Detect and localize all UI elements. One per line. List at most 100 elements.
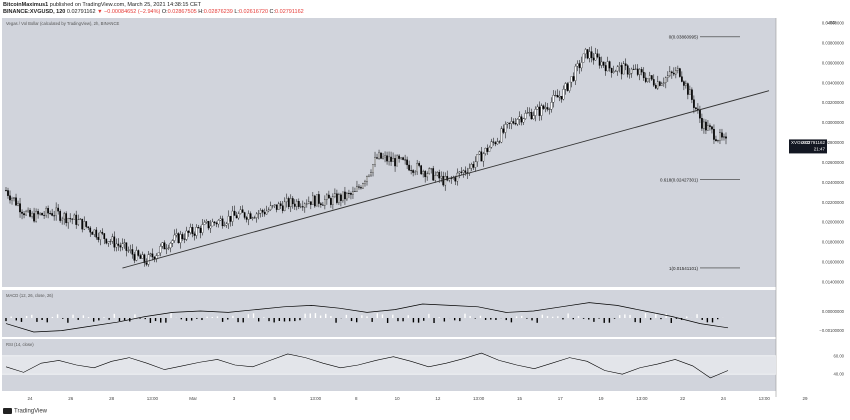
candle-body xyxy=(133,254,136,261)
candle-body xyxy=(418,163,420,166)
candle-body xyxy=(695,107,697,110)
candle-body xyxy=(664,77,667,83)
candle-body xyxy=(606,61,609,72)
x-tick-label: 5 xyxy=(273,396,276,401)
candle-body xyxy=(243,212,246,218)
candle-body xyxy=(165,248,168,250)
current-price-symbol: XVGUSD xyxy=(791,140,811,145)
candle-body xyxy=(384,155,386,158)
candle-body xyxy=(638,69,641,75)
candle-body xyxy=(127,250,130,252)
candle-body xyxy=(508,122,511,124)
candle-body xyxy=(141,254,144,259)
candle-body xyxy=(472,164,475,168)
candle-body xyxy=(468,168,471,174)
candle-body xyxy=(159,246,162,254)
candle-body xyxy=(314,195,316,207)
candle-body xyxy=(348,192,350,194)
y-tick-label: 0.02400000 xyxy=(822,180,845,185)
candle-body xyxy=(183,238,186,240)
candle-body xyxy=(580,62,583,69)
candle-body xyxy=(560,96,563,100)
y-tick-label: 0.01400000 xyxy=(822,280,845,285)
candle-body xyxy=(709,125,711,127)
y-tick-label: 0.03200000 xyxy=(822,100,845,105)
candle-body xyxy=(719,132,721,141)
candle-body xyxy=(582,53,585,63)
y-tick-label: 0.03000000 xyxy=(822,120,845,125)
open-value: 0.02867505 xyxy=(167,9,197,15)
candle-body xyxy=(386,155,388,162)
candle-body xyxy=(330,198,332,205)
candle-body xyxy=(510,121,513,124)
y-tick-label: 0.03400000 xyxy=(822,80,845,85)
candle-body xyxy=(356,186,358,192)
candle-body xyxy=(536,106,539,110)
candle-body xyxy=(31,213,33,217)
candle-body xyxy=(163,242,166,250)
candle-body xyxy=(289,198,292,208)
author-name[interactable]: BitcoinMaximus1 xyxy=(3,2,49,8)
rsi-tick-label: 60.00 xyxy=(834,353,845,358)
y-tick-label: 0.02200000 xyxy=(822,200,845,205)
current-price-value: 0.02791162 xyxy=(802,140,826,145)
candle-body xyxy=(117,243,120,246)
candle-body xyxy=(191,227,194,235)
candle-body xyxy=(683,81,685,86)
published-text: published on TradingView.com, March 25, … xyxy=(49,2,202,8)
candle-body xyxy=(558,96,561,98)
change-text: ▼ −0.00084652 (−2.94%) xyxy=(97,9,161,15)
candle-body xyxy=(378,152,380,159)
x-tick-label: 13:00 xyxy=(636,396,648,401)
candle-body xyxy=(622,63,625,75)
candle-body xyxy=(63,213,66,220)
candle-body xyxy=(426,173,429,178)
candle-body xyxy=(506,122,509,125)
candle-body xyxy=(701,118,703,129)
candle-body xyxy=(566,83,569,91)
candle-body xyxy=(402,157,404,160)
candle-body xyxy=(81,218,84,230)
candle-body xyxy=(412,170,414,173)
candle-body xyxy=(518,116,521,120)
candle-body xyxy=(326,194,328,200)
candle-body xyxy=(23,213,25,216)
candle-body xyxy=(189,227,192,233)
candle-body xyxy=(139,255,142,259)
tradingview-logo[interactable]: TradingView xyxy=(3,408,47,415)
candle-body xyxy=(318,194,320,204)
candle-body xyxy=(253,217,256,219)
candle-body xyxy=(514,123,517,125)
candle-body xyxy=(546,107,549,110)
candle-body xyxy=(257,212,260,215)
candle-body xyxy=(707,125,709,131)
candle-body xyxy=(388,156,390,162)
candle-body xyxy=(245,217,248,220)
candle-body xyxy=(424,171,427,178)
candle-body xyxy=(648,75,651,79)
candle-body xyxy=(121,243,124,248)
candle-body xyxy=(279,203,282,206)
candle-body xyxy=(109,241,112,243)
candle-body xyxy=(93,229,96,235)
candle-body xyxy=(394,158,396,167)
candle-body xyxy=(666,75,669,78)
candle-body xyxy=(592,57,595,61)
candle-body xyxy=(576,63,579,67)
candle-body xyxy=(115,243,118,248)
candle-body xyxy=(271,205,274,207)
candle-body xyxy=(358,186,360,188)
candle-body xyxy=(516,119,519,125)
candle-body xyxy=(713,129,715,140)
candle-body xyxy=(61,218,64,221)
candle-body xyxy=(370,172,372,176)
candle-body xyxy=(187,230,190,233)
candle-body xyxy=(301,206,304,208)
candle-body xyxy=(670,71,673,74)
rsi-line xyxy=(5,352,729,379)
candle-body xyxy=(380,152,382,159)
candle-body xyxy=(624,63,627,66)
candle-body xyxy=(342,191,344,201)
tradingview-logo-text: TradingView xyxy=(14,408,48,415)
